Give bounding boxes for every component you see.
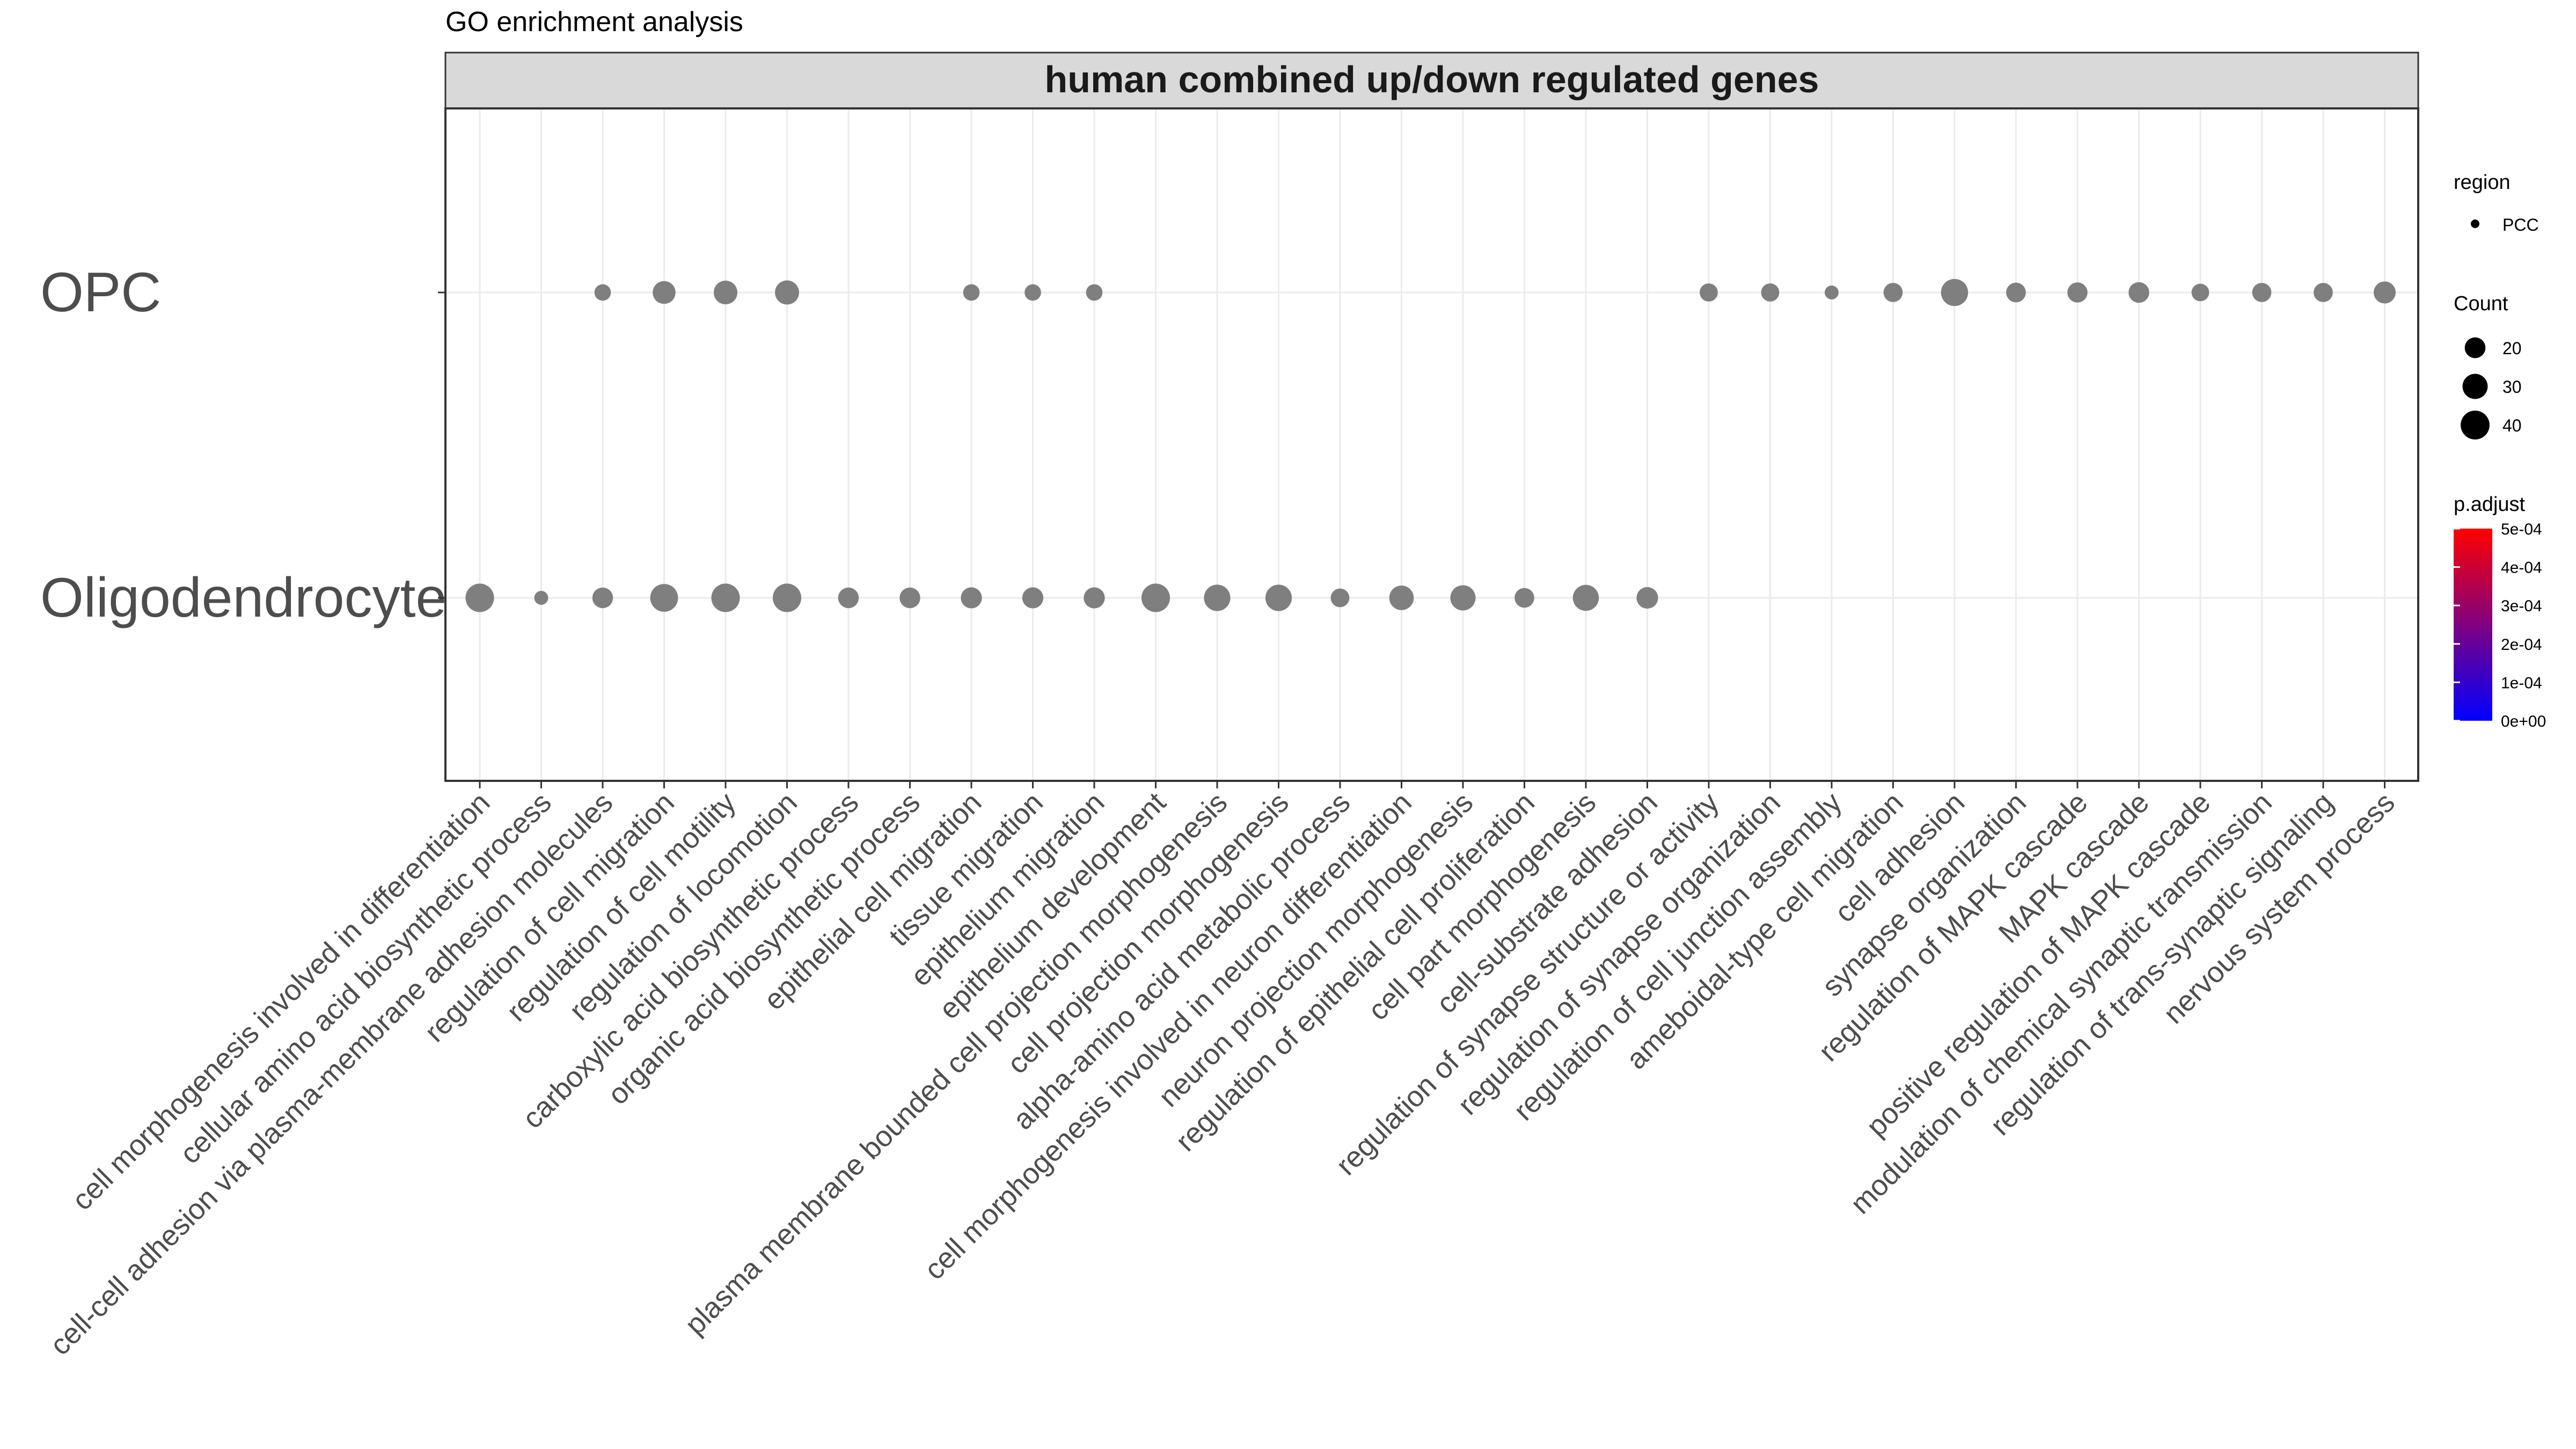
legend-count-key [2461, 411, 2490, 440]
data-point [1330, 588, 1350, 608]
data-point [653, 281, 676, 304]
data-point [2067, 282, 2088, 303]
legend-count-key [2464, 337, 2486, 358]
data-point [650, 584, 678, 612]
data-point [1825, 286, 1839, 299]
legend-count-label: 40 [2502, 416, 2522, 435]
legend-padjust-label: 2e-04 [2501, 636, 2542, 654]
data-point [775, 280, 799, 305]
data-point [963, 284, 980, 301]
data-points [465, 279, 2396, 612]
data-point [1883, 283, 1903, 302]
data-point [1636, 587, 1658, 609]
data-point [1941, 279, 1968, 306]
plot-panel [445, 108, 2418, 781]
data-point [1389, 586, 1414, 610]
legend-padjust-label: 1e-04 [2501, 674, 2542, 692]
data-point [465, 583, 494, 612]
data-point [1141, 583, 1170, 612]
legend: region PCC Count 20 30 40 p.adjust 5e-04 4e… [2454, 171, 2546, 730]
data-point [2252, 283, 2272, 302]
x-axis: cell morphogenesis involved in different… [44, 781, 2401, 1362]
data-point [1265, 584, 1292, 611]
legend-padjust-label: 4e-04 [2501, 559, 2542, 577]
y-axis: Oligodendrocyte OPC [40, 261, 447, 629]
data-point [2128, 282, 2149, 303]
data-point [1022, 587, 1044, 609]
x-tick-label: cell-cell adhesion via plasma-membrane a… [44, 786, 619, 1362]
y-tick-label: Oligodendrocyte [40, 567, 447, 629]
data-point [2314, 283, 2333, 302]
data-point [2006, 282, 2026, 303]
data-point [1450, 585, 1476, 611]
data-point [1086, 284, 1103, 301]
legend-padjust-label: 0e+00 [2501, 713, 2546, 730]
legend-count-key [2462, 374, 2488, 399]
data-point [711, 583, 740, 612]
legend-region-key [2471, 219, 2479, 228]
legend-count-label: 20 [2502, 339, 2522, 358]
data-point [772, 583, 802, 612]
data-point [1204, 584, 1231, 611]
data-point [1024, 284, 1041, 301]
data-point [1761, 283, 1780, 302]
data-point [899, 587, 920, 609]
data-point [1514, 588, 1534, 608]
grid-lines [445, 108, 2418, 781]
data-point [594, 284, 611, 301]
legend-padjust-colorbar [2454, 529, 2492, 721]
data-point [1084, 587, 1105, 609]
facet-strip-label: human combined up/down regulated genes [1045, 58, 1819, 100]
panel-border [444, 107, 2419, 782]
y-tick-label: OPC [40, 261, 161, 324]
data-point [592, 587, 613, 609]
data-point [1572, 584, 1599, 611]
data-point [1700, 283, 1718, 302]
facet-strip [444, 52, 2419, 109]
legend-padjust-label: 5e-04 [2501, 521, 2542, 538]
data-point [2374, 281, 2396, 304]
x-tick-label: cell morphogenesis involved in different… [66, 786, 496, 1217]
plot-title: GO enrichment analysis [445, 6, 743, 38]
data-point [713, 280, 738, 305]
data-point [961, 587, 982, 609]
data-point [534, 591, 548, 605]
data-point [2191, 283, 2209, 302]
legend-padjust-label: 3e-04 [2501, 597, 2542, 615]
legend-count-title: Count [2454, 292, 2508, 315]
legend-region-item: PCC [2502, 215, 2539, 235]
data-point [838, 587, 859, 609]
legend-padjust-title: p.adjust [2454, 493, 2526, 516]
legend-count-label: 30 [2502, 377, 2522, 397]
legend-region-title: region [2454, 171, 2511, 194]
